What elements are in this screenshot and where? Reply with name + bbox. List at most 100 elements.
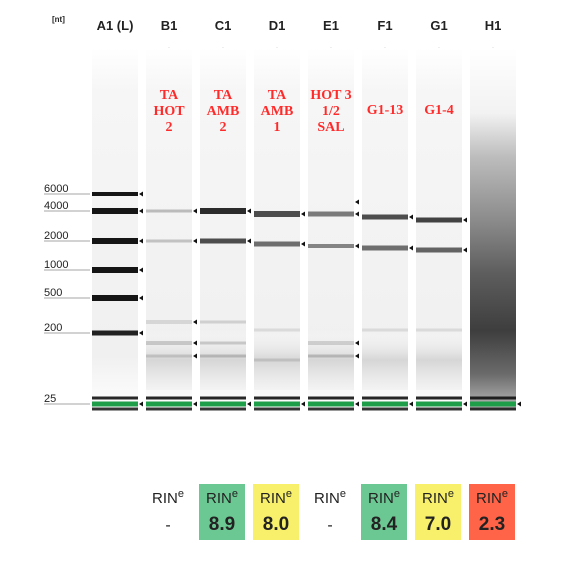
rna-band bbox=[254, 358, 300, 362]
rna-band bbox=[200, 320, 246, 324]
rna-band bbox=[416, 328, 462, 332]
lower-marker-band bbox=[362, 401, 408, 407]
marker-band-dark bbox=[308, 407, 354, 411]
marker-band-dark bbox=[416, 396, 462, 400]
peak-marker bbox=[355, 199, 359, 205]
ladder-size-label: 1000 bbox=[44, 259, 68, 271]
rna-band bbox=[362, 214, 408, 220]
marker-band-dark bbox=[92, 407, 138, 411]
peak-marker bbox=[139, 208, 143, 214]
peak-marker bbox=[463, 217, 467, 223]
ladder-size-label: 2000 bbox=[44, 230, 68, 242]
rna-band bbox=[200, 238, 246, 244]
rna-band bbox=[92, 295, 138, 301]
low-mw-smear bbox=[146, 330, 192, 390]
lane-label: B1 bbox=[161, 18, 178, 33]
rin-label: RINe bbox=[152, 488, 184, 507]
lane-label: A1 (L) bbox=[97, 18, 134, 33]
gel-lane bbox=[92, 48, 143, 411]
marker-band-dark bbox=[146, 407, 192, 411]
ladder-size-label: 200 bbox=[44, 322, 62, 334]
sample-name-label: 2 bbox=[220, 120, 227, 135]
marker-band-dark bbox=[470, 396, 516, 400]
lower-marker-band bbox=[200, 401, 246, 407]
peak-marker bbox=[301, 211, 305, 217]
marker-band-dark bbox=[92, 396, 138, 400]
rna-band bbox=[308, 244, 354, 248]
rin-value: - bbox=[165, 517, 170, 534]
peak-marker bbox=[139, 330, 143, 336]
peak-marker bbox=[247, 238, 251, 244]
sample-name-label: TA bbox=[268, 88, 287, 103]
ladder-size-label: 4000 bbox=[44, 200, 68, 212]
sample-name-label: 1/2 bbox=[322, 104, 340, 119]
peak-marker bbox=[355, 353, 359, 359]
lower-marker-band bbox=[146, 401, 192, 407]
rin-score-box bbox=[253, 484, 299, 540]
rin-score-box bbox=[361, 484, 407, 540]
peak-marker bbox=[247, 208, 251, 214]
sample-name-label: HOT 3 bbox=[310, 88, 351, 103]
marker-band-dark bbox=[146, 396, 192, 400]
peak-marker bbox=[139, 267, 143, 273]
rna-band bbox=[308, 354, 354, 358]
peak-marker bbox=[517, 401, 521, 407]
sample-name-label: 2 bbox=[166, 120, 173, 135]
sample-name-label: 1 bbox=[274, 120, 281, 135]
rna-band bbox=[362, 245, 408, 251]
rna-band bbox=[254, 328, 300, 332]
marker-band-dark bbox=[200, 396, 246, 400]
rna-band bbox=[308, 341, 354, 345]
peak-marker bbox=[463, 247, 467, 253]
rna-band bbox=[92, 192, 138, 196]
peak-marker bbox=[355, 340, 359, 346]
peak-marker bbox=[355, 243, 359, 249]
sample-name-label: G1-13 bbox=[367, 103, 404, 118]
rin-value: 8.0 bbox=[263, 514, 289, 535]
low-mw-smear bbox=[362, 330, 408, 390]
gel-lane bbox=[308, 48, 359, 411]
rin-value: - bbox=[327, 517, 332, 534]
rna-band bbox=[416, 247, 462, 253]
peak-marker bbox=[193, 208, 197, 214]
rin-score-box bbox=[415, 484, 461, 540]
sample-name-label: HOT bbox=[153, 104, 185, 119]
low-mw-smear bbox=[416, 330, 462, 390]
peak-marker bbox=[193, 401, 197, 407]
rin-score-box bbox=[469, 484, 515, 540]
lane-label: C1 bbox=[215, 18, 232, 33]
rna-band bbox=[308, 211, 354, 217]
peak-marker bbox=[355, 211, 359, 217]
lane-label: D1 bbox=[269, 18, 286, 33]
rna-band bbox=[92, 238, 138, 244]
sample-name-label: G1-4 bbox=[424, 103, 454, 118]
peak-marker bbox=[463, 401, 467, 407]
rna-band bbox=[92, 330, 138, 336]
lane-label: F1 bbox=[377, 18, 392, 33]
low-mw-smear bbox=[254, 330, 300, 390]
sample-name-label: TA bbox=[214, 88, 233, 103]
marker-band-dark bbox=[362, 396, 408, 400]
rna-band bbox=[92, 208, 138, 214]
lane-label: H1 bbox=[485, 18, 502, 33]
unit-label: [nt] bbox=[52, 15, 65, 24]
marker-band-dark bbox=[308, 396, 354, 400]
rin-label: RINe bbox=[206, 488, 238, 507]
rin-label: RINe bbox=[368, 488, 400, 507]
peak-marker bbox=[409, 245, 413, 251]
low-mw-smear bbox=[200, 330, 246, 390]
rna-band bbox=[254, 241, 300, 247]
peak-marker bbox=[193, 353, 197, 359]
marker-band-dark bbox=[470, 407, 516, 411]
rna-band bbox=[146, 209, 192, 213]
marker-band-dark bbox=[362, 407, 408, 411]
gel-lane bbox=[362, 48, 413, 411]
rin-label: RINe bbox=[422, 488, 454, 507]
gel-lane bbox=[254, 48, 305, 411]
marker-band-dark bbox=[254, 396, 300, 400]
lane-label: G1 bbox=[430, 18, 447, 33]
rna-band bbox=[146, 354, 192, 358]
marker-band-dark bbox=[200, 407, 246, 411]
rna-band bbox=[92, 267, 138, 273]
